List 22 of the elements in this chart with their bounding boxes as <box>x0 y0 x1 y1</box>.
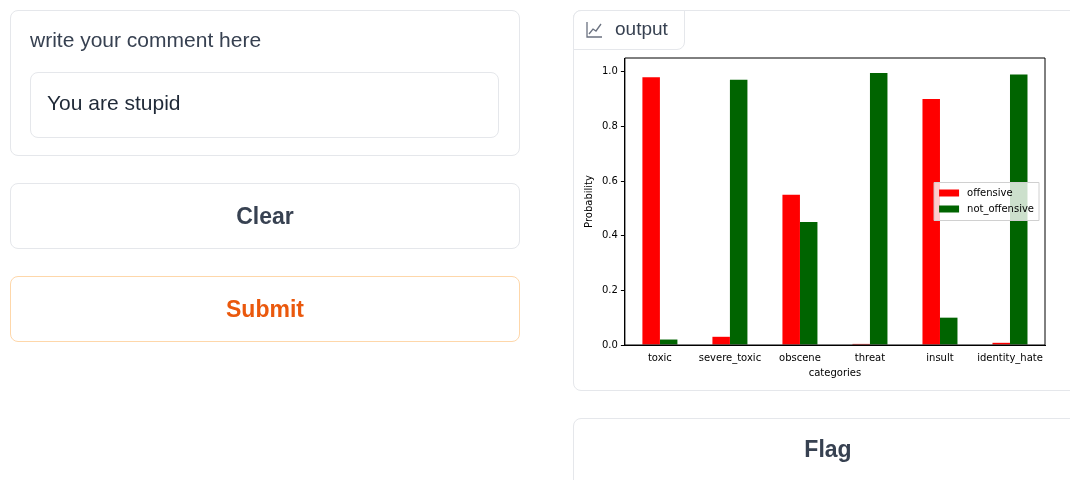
x-tick-label: severe_toxic <box>698 351 762 364</box>
x-tick-label: obscene <box>779 351 821 363</box>
text: You are stupid <box>47 91 181 115</box>
text: Clear <box>10 183 520 249</box>
y-tick-label: 0.4 <box>602 229 618 241</box>
x-tick-label: threat <box>854 351 886 363</box>
x-tick-label: identity_hate <box>977 351 1043 364</box>
y-tick-label: 0.0 <box>602 338 618 350</box>
y-tick-label: 1.0 <box>602 65 618 77</box>
y-tick-label: 0.8 <box>602 119 618 131</box>
x-axis-title: categories <box>808 366 862 378</box>
legend-label: not_offensive <box>967 203 1034 216</box>
text: Submit <box>10 276 520 342</box>
y-axis-title: Probability <box>582 174 594 228</box>
y-tick-label: 0.2 <box>602 283 618 295</box>
legend-label: offensive <box>967 187 1013 199</box>
x-tick-label: insult <box>926 351 954 363</box>
y-tick-label: 0.6 <box>602 174 618 186</box>
text: write your comment here <box>30 28 262 52</box>
x-tick-label: toxic <box>647 351 672 363</box>
text: output <box>615 18 668 40</box>
text: Flag <box>573 418 1070 480</box>
